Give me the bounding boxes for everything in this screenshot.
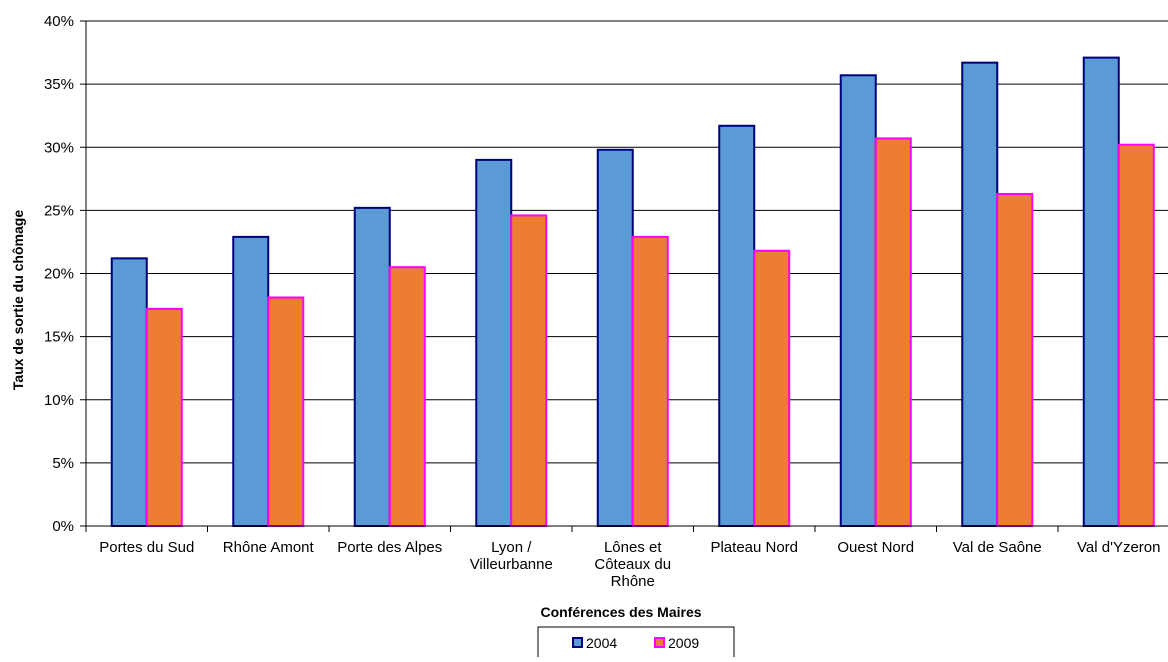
y-axis-title: Taux de sortie du chômage	[10, 210, 26, 390]
y-tick-label: 25%	[44, 202, 74, 219]
y-tick-label: 15%	[44, 329, 74, 346]
legend: 2004 2009	[537, 626, 735, 660]
y-tick-label: 10%	[44, 392, 74, 409]
x-tick-label: Porte des Alpes	[337, 539, 442, 556]
bar-2004	[961, 61, 999, 527]
y-tick-label: 20%	[44, 266, 74, 283]
y-tick-label: 0%	[52, 518, 74, 535]
legend-box	[537, 626, 735, 660]
y-tick-labels: 0% 5% 10% 15% 20% 25% 30% 35% 40%	[44, 13, 74, 535]
y-tick-label: 5%	[52, 455, 74, 472]
bar-2009	[145, 307, 183, 527]
bar-2004	[839, 74, 877, 527]
bar-2009	[388, 266, 426, 527]
bars	[110, 56, 1155, 528]
axes	[80, 20, 1168, 532]
bar-2004	[718, 124, 756, 527]
x-tick-label: Ouest Nord	[837, 539, 914, 556]
bar-2004	[353, 206, 391, 527]
x-tick-label: Val d'Yzeron	[1077, 539, 1160, 556]
x-tick-label: Lyon / Villeurbanne	[470, 539, 553, 573]
x-tick-label: Portes du Sud	[99, 539, 194, 556]
x-tick-label: Plateau Nord	[710, 539, 798, 556]
bar-2004	[110, 257, 148, 527]
bar-2004	[596, 148, 634, 527]
bar-2009	[631, 235, 669, 527]
y-tick-label: 40%	[44, 13, 74, 30]
legend-swatch-2004	[572, 637, 583, 648]
x-axis-title: Conférences des Maires	[540, 604, 701, 620]
x-tick-labels: Portes du Sud Rhône Amont Porte des Alpes L…	[99, 539, 1160, 590]
legend-label-2009: 2009	[668, 635, 699, 651]
bar-2004	[232, 235, 270, 527]
bar-2009	[1117, 143, 1155, 527]
y-tick-label: 35%	[44, 76, 74, 93]
y-tick-label: 30%	[44, 139, 74, 156]
x-tick-label: Rhône Amont	[223, 539, 315, 556]
bar-2009	[753, 249, 791, 527]
bar-2009	[996, 192, 1034, 527]
bar-2009	[267, 296, 305, 527]
bar-2004	[1082, 56, 1120, 528]
legend-label-2004: 2004	[586, 635, 617, 651]
x-tick-label: Lônes et Côteaux du Rhône	[594, 539, 671, 590]
bar-2009	[874, 137, 912, 527]
bar-2004	[475, 158, 513, 527]
legend-swatch-2009	[654, 637, 665, 648]
x-tick-label: Val de Saône	[953, 539, 1042, 556]
bar-2009	[510, 214, 548, 528]
